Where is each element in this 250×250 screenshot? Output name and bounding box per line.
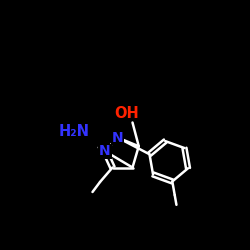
Text: H₂N: H₂N bbox=[58, 124, 89, 139]
Text: N: N bbox=[99, 144, 111, 158]
Text: N: N bbox=[112, 130, 123, 144]
Text: OH: OH bbox=[114, 106, 138, 120]
